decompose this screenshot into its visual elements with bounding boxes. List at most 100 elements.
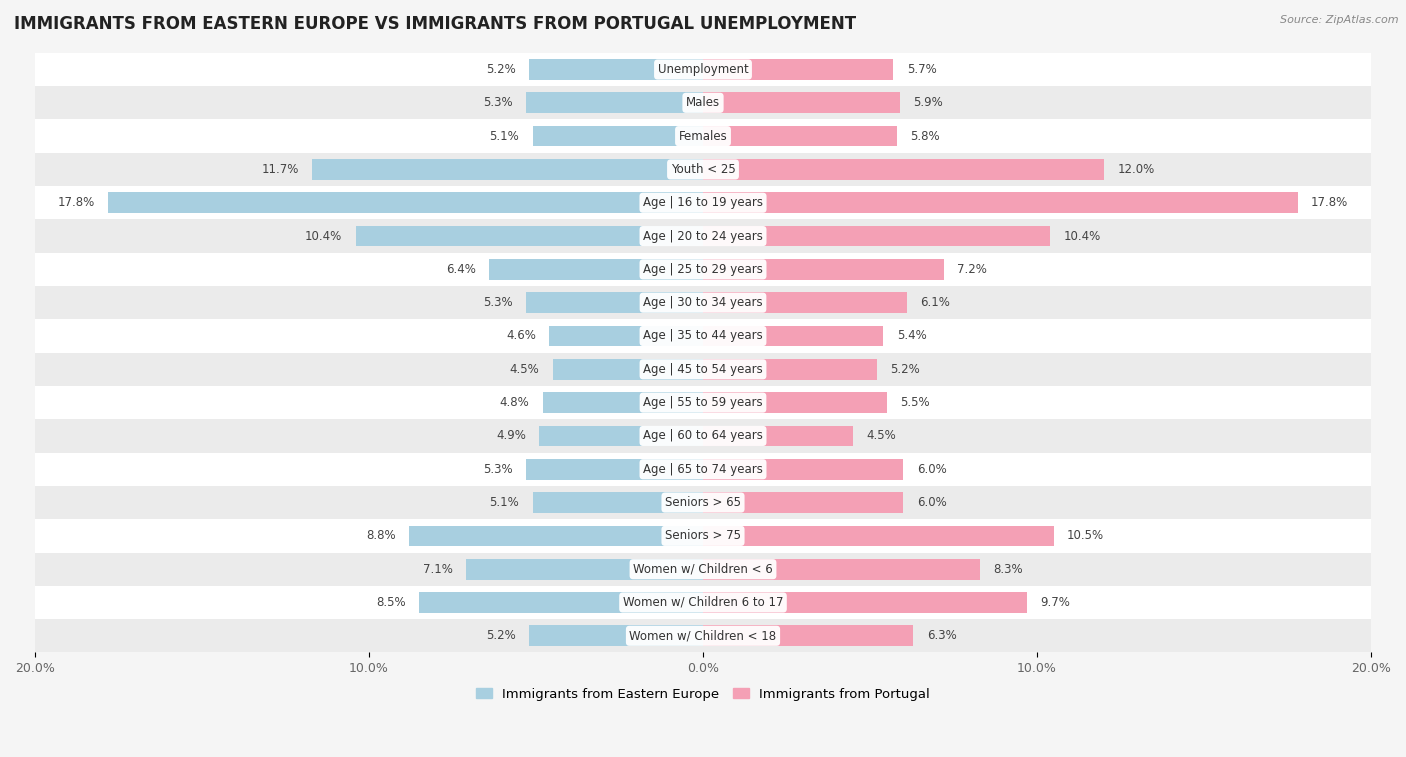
Bar xyxy=(543,392,703,413)
Text: 17.8%: 17.8% xyxy=(1310,196,1348,209)
Text: 7.2%: 7.2% xyxy=(957,263,987,276)
Text: 5.1%: 5.1% xyxy=(489,496,519,509)
Text: 8.5%: 8.5% xyxy=(375,596,406,609)
Text: 5.4%: 5.4% xyxy=(897,329,927,342)
Bar xyxy=(409,525,703,547)
Bar xyxy=(356,226,703,246)
Text: 5.8%: 5.8% xyxy=(910,129,939,142)
Text: 5.2%: 5.2% xyxy=(486,629,516,642)
Text: Seniors > 75: Seniors > 75 xyxy=(665,529,741,542)
Bar xyxy=(703,259,943,279)
Text: 4.9%: 4.9% xyxy=(496,429,526,442)
Text: Females: Females xyxy=(679,129,727,142)
Bar xyxy=(35,419,1371,453)
Text: 4.5%: 4.5% xyxy=(509,363,540,375)
Legend: Immigrants from Eastern Europe, Immigrants from Portugal: Immigrants from Eastern Europe, Immigran… xyxy=(471,682,935,706)
Bar xyxy=(419,592,703,613)
Bar xyxy=(35,253,1371,286)
Bar xyxy=(35,120,1371,153)
Text: Age | 45 to 54 years: Age | 45 to 54 years xyxy=(643,363,763,375)
Text: 4.6%: 4.6% xyxy=(506,329,536,342)
Text: Age | 20 to 24 years: Age | 20 to 24 years xyxy=(643,229,763,242)
Bar xyxy=(703,425,853,447)
Text: Age | 55 to 59 years: Age | 55 to 59 years xyxy=(643,396,763,409)
Bar xyxy=(529,625,703,646)
Text: 8.3%: 8.3% xyxy=(994,562,1024,575)
Bar xyxy=(35,319,1371,353)
Text: 5.2%: 5.2% xyxy=(890,363,920,375)
Bar xyxy=(35,519,1371,553)
Bar xyxy=(703,392,887,413)
Bar xyxy=(703,126,897,146)
Text: Age | 16 to 19 years: Age | 16 to 19 years xyxy=(643,196,763,209)
Bar xyxy=(35,619,1371,653)
Bar xyxy=(703,326,883,346)
Text: Source: ZipAtlas.com: Source: ZipAtlas.com xyxy=(1281,15,1399,25)
Bar xyxy=(35,186,1371,220)
Text: 10.4%: 10.4% xyxy=(305,229,342,242)
Bar xyxy=(703,459,904,480)
Text: 9.7%: 9.7% xyxy=(1040,596,1070,609)
Bar xyxy=(526,459,703,480)
Bar xyxy=(703,592,1026,613)
Text: Women w/ Children < 18: Women w/ Children < 18 xyxy=(630,629,776,642)
Text: 4.5%: 4.5% xyxy=(866,429,897,442)
Text: Youth < 25: Youth < 25 xyxy=(671,163,735,176)
Text: 4.8%: 4.8% xyxy=(499,396,529,409)
Bar xyxy=(35,86,1371,120)
Text: 6.0%: 6.0% xyxy=(917,496,946,509)
Text: 5.2%: 5.2% xyxy=(486,63,516,76)
Text: 5.9%: 5.9% xyxy=(914,96,943,109)
Text: 12.0%: 12.0% xyxy=(1118,163,1154,176)
Text: 5.3%: 5.3% xyxy=(484,463,513,475)
Text: Unemployment: Unemployment xyxy=(658,63,748,76)
Text: Age | 65 to 74 years: Age | 65 to 74 years xyxy=(643,463,763,475)
Text: Seniors > 65: Seniors > 65 xyxy=(665,496,741,509)
Text: Women w/ Children < 6: Women w/ Children < 6 xyxy=(633,562,773,575)
Bar xyxy=(703,192,1298,213)
Text: Age | 30 to 34 years: Age | 30 to 34 years xyxy=(643,296,763,309)
Bar xyxy=(35,553,1371,586)
Bar xyxy=(553,359,703,380)
Bar xyxy=(489,259,703,279)
Text: Age | 60 to 64 years: Age | 60 to 64 years xyxy=(643,429,763,442)
Text: 11.7%: 11.7% xyxy=(262,163,299,176)
Bar xyxy=(533,492,703,513)
Bar xyxy=(35,153,1371,186)
Text: 6.0%: 6.0% xyxy=(917,463,946,475)
Bar xyxy=(703,292,907,313)
Bar xyxy=(35,53,1371,86)
Bar xyxy=(35,353,1371,386)
Bar xyxy=(35,586,1371,619)
Bar xyxy=(533,126,703,146)
Text: Age | 25 to 29 years: Age | 25 to 29 years xyxy=(643,263,763,276)
Text: 10.5%: 10.5% xyxy=(1067,529,1104,542)
Bar xyxy=(703,359,877,380)
Text: 5.5%: 5.5% xyxy=(900,396,929,409)
Bar xyxy=(312,159,703,179)
Bar xyxy=(108,192,703,213)
Text: 6.4%: 6.4% xyxy=(446,263,475,276)
Bar xyxy=(703,92,900,113)
Text: 5.7%: 5.7% xyxy=(907,63,936,76)
Bar xyxy=(465,559,703,580)
Bar xyxy=(703,625,914,646)
Text: 6.1%: 6.1% xyxy=(920,296,950,309)
Bar xyxy=(35,220,1371,253)
Bar xyxy=(703,525,1053,547)
Bar xyxy=(540,425,703,447)
Text: 17.8%: 17.8% xyxy=(58,196,96,209)
Bar xyxy=(703,492,904,513)
Text: 6.3%: 6.3% xyxy=(927,629,956,642)
Text: 5.3%: 5.3% xyxy=(484,96,513,109)
Bar xyxy=(526,92,703,113)
Text: 5.1%: 5.1% xyxy=(489,129,519,142)
Bar xyxy=(703,559,980,580)
Text: Males: Males xyxy=(686,96,720,109)
Text: Age | 35 to 44 years: Age | 35 to 44 years xyxy=(643,329,763,342)
Bar xyxy=(35,453,1371,486)
Bar xyxy=(703,59,893,79)
Bar xyxy=(703,159,1104,179)
Bar xyxy=(35,486,1371,519)
Text: 8.8%: 8.8% xyxy=(366,529,395,542)
